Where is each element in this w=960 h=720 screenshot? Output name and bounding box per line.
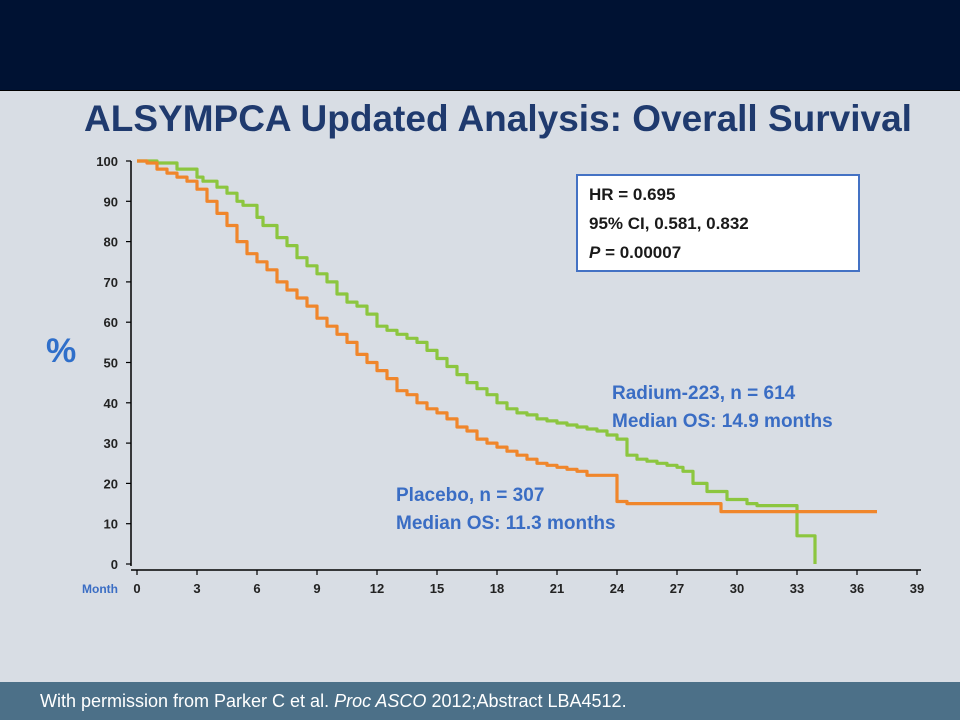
series-line-placebo: [137, 159, 877, 514]
radium-label: Radium-223, n = 614 Median OS: 14.9 mont…: [612, 380, 833, 436]
x-tick-label-0: 0: [133, 581, 140, 596]
p-label: P: [589, 243, 601, 262]
footer-prefix: With permission from Parker C et al.: [40, 691, 335, 711]
x-tick-label-15: 15: [430, 581, 444, 596]
footer-citation: With permission from Parker C et al. Pro…: [40, 691, 627, 712]
footer-journal: Proc ASCO: [334, 691, 427, 711]
y-tick-label-70: 70: [104, 275, 118, 290]
footer-bar: With permission from Parker C et al. Pro…: [0, 682, 960, 720]
x-tick-label-12: 12: [370, 581, 384, 596]
placebo-median: Median OS: 11.3 months: [396, 513, 616, 534]
header-bar: [0, 0, 960, 91]
x-tick-label-39: 39: [910, 581, 924, 596]
y-tick-label-50: 50: [104, 356, 118, 371]
y-tick-label-10: 10: [104, 517, 118, 532]
stats-box: HR = 0.695 95% CI, 0.581, 0.832 P = 0.00…: [576, 174, 860, 272]
placebo-label: Placebo, n = 307 Median OS: 11.3 months: [396, 482, 616, 538]
radium-median: Median OS: 14.9 months: [612, 411, 833, 432]
series-line-radium: [137, 159, 817, 564]
y-tick-label-90: 90: [104, 194, 118, 209]
p-value: P = 0.00007: [589, 243, 681, 263]
x-tick-label-33: 33: [790, 581, 804, 596]
y-tick-label-80: 80: [104, 235, 118, 250]
x-tick-label-18: 18: [490, 581, 504, 596]
footer-suffix: 2012;Abstract LBA4512.: [426, 691, 627, 711]
y-tick-label-30: 30: [104, 436, 118, 451]
chart-series: [137, 159, 877, 564]
x-tick-label-27: 27: [670, 581, 684, 596]
x-tick-label-24: 24: [610, 581, 625, 596]
x-axis-label: Month: [82, 582, 118, 596]
y-tick-label-20: 20: [104, 476, 118, 491]
x-tick-label-9: 9: [313, 581, 320, 596]
page-title: ALSYMPCA Updated Analysis: Overall Survi…: [84, 98, 912, 139]
p-value-text: = 0.00007: [600, 243, 682, 262]
y-tick-label-0: 0: [111, 557, 118, 572]
placebo-name: Placebo, n = 307: [396, 485, 545, 506]
hazard-ratio: HR = 0.695: [589, 185, 676, 204]
y-axis-label: %: [46, 332, 77, 370]
y-tick-label-100: 100: [96, 154, 118, 169]
x-tick-label-6: 6: [253, 581, 260, 596]
x-tick-label-21: 21: [550, 581, 564, 596]
x-tick-label-36: 36: [850, 581, 864, 596]
x-tick-label-30: 30: [730, 581, 744, 596]
confidence-interval: 95% CI, 0.581, 0.832: [589, 214, 749, 233]
radium-name: Radium-223, n = 614: [612, 383, 796, 404]
x-tick-label-3: 3: [193, 581, 200, 596]
y-tick-label-60: 60: [104, 315, 118, 330]
y-tick-label-40: 40: [104, 396, 118, 411]
